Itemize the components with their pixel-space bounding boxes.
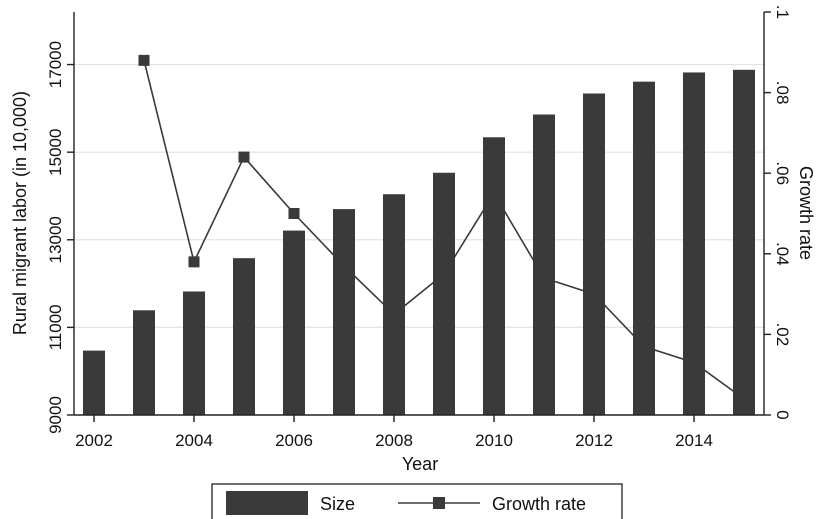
bar bbox=[583, 93, 605, 416]
bar bbox=[183, 291, 205, 415]
x-tick-label: 2008 bbox=[375, 431, 413, 450]
bar bbox=[133, 310, 155, 415]
bar bbox=[433, 172, 455, 415]
y2-axis-title: Growth rate bbox=[796, 166, 816, 260]
x-tick-label: 2006 bbox=[275, 431, 313, 450]
legend-growth-label: Growth rate bbox=[492, 494, 586, 514]
growth-rate-point bbox=[588, 288, 600, 300]
growth-rate-point bbox=[288, 208, 300, 219]
y2-tick-label: 0 bbox=[773, 410, 792, 419]
growth-rate-point bbox=[388, 308, 400, 320]
legend-size-swatch bbox=[226, 491, 308, 515]
growth-rate-point bbox=[238, 151, 250, 163]
growth-rate-point bbox=[688, 357, 700, 369]
x-tick-label: 2012 bbox=[575, 431, 613, 450]
growth-rate-line bbox=[138, 54, 750, 405]
plot-area bbox=[74, 12, 764, 415]
bar bbox=[233, 258, 255, 415]
x-tick-label: 2002 bbox=[75, 431, 113, 450]
bar bbox=[483, 137, 505, 415]
bar bbox=[83, 350, 105, 415]
x-tick-label: 2010 bbox=[475, 431, 513, 450]
y2-tick-label: .04 bbox=[773, 242, 792, 266]
y-tick-label: 13000 bbox=[46, 216, 65, 263]
growth-rate-point bbox=[488, 187, 500, 199]
bar bbox=[683, 72, 705, 415]
bar bbox=[383, 194, 405, 415]
y-tick-label: 9000 bbox=[46, 396, 65, 434]
y-tick-label: 11000 bbox=[46, 304, 65, 350]
bar bbox=[333, 209, 355, 415]
bar bbox=[533, 114, 555, 416]
x-axis-title: Year bbox=[402, 454, 438, 474]
y2-tick-label: .02 bbox=[773, 323, 792, 347]
bar bbox=[733, 69, 755, 415]
growth-rate-point bbox=[138, 54, 150, 66]
x-tick-label: 2004 bbox=[175, 431, 213, 450]
size-bars bbox=[83, 69, 755, 416]
growth-rate-point bbox=[338, 260, 350, 272]
bar bbox=[633, 81, 655, 415]
growth-rate-point bbox=[438, 268, 450, 280]
ticks: 2002 2004 2006 2008 2010 2012 2014 9000 11000 130… bbox=[46, 5, 792, 450]
x-tick-label: 2014 bbox=[675, 431, 713, 450]
y2-tick-label: .1 bbox=[773, 5, 792, 19]
bar bbox=[283, 230, 305, 415]
growth-rate-point bbox=[538, 272, 550, 284]
y-tick-label: 15000 bbox=[46, 129, 65, 176]
growth-rate-point bbox=[188, 256, 200, 268]
growth-rate-point bbox=[738, 393, 750, 405]
y2-tick-label: .06 bbox=[773, 161, 792, 185]
y-axis-title: Rural migrant labor (in 10,000) bbox=[10, 91, 30, 335]
axes bbox=[73, 12, 765, 416]
legend-size-label: Size bbox=[320, 494, 355, 514]
legend-growth-marker bbox=[433, 497, 445, 509]
legend: Size Growth rate bbox=[211, 483, 623, 519]
growth-rate-point bbox=[638, 340, 650, 352]
y2-tick-label: .08 bbox=[773, 81, 792, 105]
y-tick-label: 17000 bbox=[46, 41, 65, 88]
